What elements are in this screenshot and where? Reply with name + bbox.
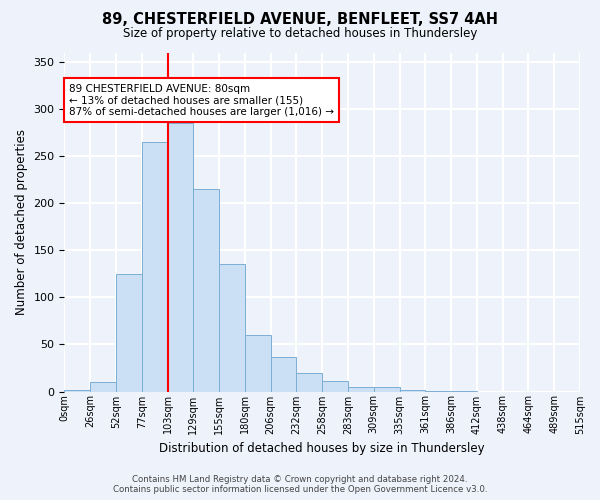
Bar [116,274,142,392]
Bar [167,123,193,392]
Bar [245,335,271,392]
Bar [142,142,167,392]
Bar [400,390,425,392]
Bar [64,390,90,392]
Text: 89, CHESTERFIELD AVENUE, BENFLEET, SS7 4AH: 89, CHESTERFIELD AVENUE, BENFLEET, SS7 4… [102,12,498,28]
Bar [90,382,116,392]
Bar [374,387,400,392]
Text: 89 CHESTERFIELD AVENUE: 80sqm
← 13% of detached houses are smaller (155)
87% of : 89 CHESTERFIELD AVENUE: 80sqm ← 13% of d… [69,84,334,117]
Bar [425,390,451,392]
Bar [322,381,348,392]
Y-axis label: Number of detached properties: Number of detached properties [15,129,28,315]
Text: Contains HM Land Registry data © Crown copyright and database right 2024.
Contai: Contains HM Land Registry data © Crown c… [113,474,487,494]
Bar [451,390,477,392]
Bar [348,387,374,392]
Bar [296,372,322,392]
Text: Size of property relative to detached houses in Thundersley: Size of property relative to detached ho… [123,28,477,40]
Bar [219,264,245,392]
Bar [193,189,219,392]
X-axis label: Distribution of detached houses by size in Thundersley: Distribution of detached houses by size … [160,442,485,455]
Bar [271,356,296,392]
